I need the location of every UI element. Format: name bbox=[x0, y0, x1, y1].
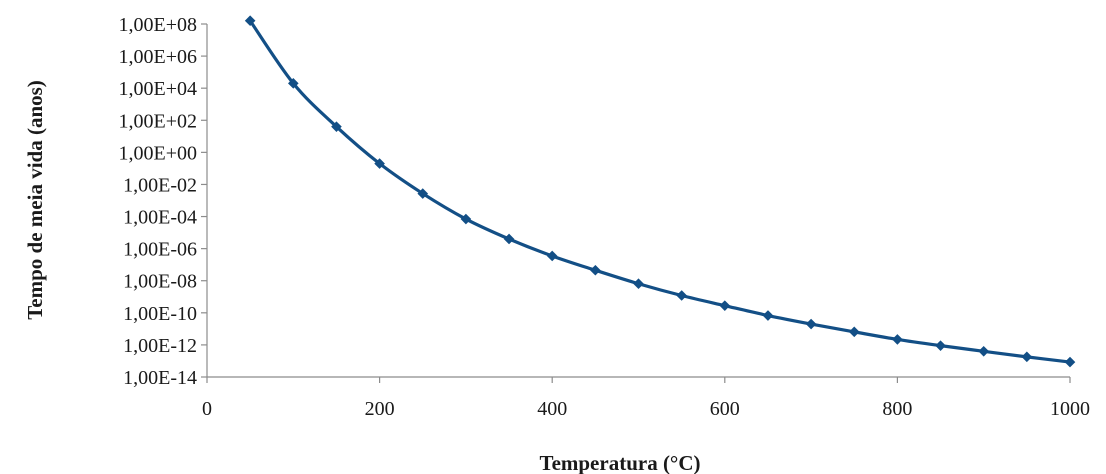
x-tick-label: 200 bbox=[365, 398, 395, 420]
y-tick-label: 1,00E+06 bbox=[119, 46, 198, 68]
y-tick-label: 1,00E+02 bbox=[119, 110, 198, 132]
x-tick-label: 600 bbox=[710, 398, 740, 420]
data-point-marker bbox=[762, 310, 774, 321]
data-point-marker bbox=[374, 158, 385, 169]
data-point-marker bbox=[546, 250, 558, 262]
data-point-marker bbox=[892, 334, 903, 345]
data-point-marker bbox=[719, 300, 731, 311]
y-axis-ticks: 1,00E+08 1,00E+06 1,00E+04 1,00E+02 1,00E+00… bbox=[119, 14, 207, 389]
data-point-marker bbox=[805, 318, 817, 330]
x-tick-label: 1000 bbox=[1050, 398, 1090, 420]
data-point-marker bbox=[978, 345, 990, 357]
y-tick-label: 1,00E-06 bbox=[123, 239, 197, 261]
data-point-marker bbox=[460, 213, 472, 225]
data-point-marker bbox=[503, 233, 515, 245]
y-tick-label: 1,00E+00 bbox=[119, 142, 198, 164]
data-point-marker bbox=[417, 188, 429, 199]
data-point-marker bbox=[935, 340, 946, 351]
data-point-marker bbox=[1021, 351, 1033, 363]
data-point-marker bbox=[633, 278, 644, 290]
x-axis-ticks: 0 200 400 600 800 1000 bbox=[202, 377, 1090, 420]
x-tick-label: 800 bbox=[882, 398, 912, 420]
y-tick-label: 1,00E-10 bbox=[123, 303, 197, 325]
y-tick-label: 1,00E-14 bbox=[123, 367, 197, 389]
y-tick-label: 1,00E+08 bbox=[119, 14, 198, 36]
y-tick-label: 1,00E-12 bbox=[123, 335, 197, 357]
y-axis-title: Tempo de meia vida (anos) bbox=[23, 80, 47, 320]
y-tick-label: 1,00E-04 bbox=[123, 207, 197, 229]
x-tick-label: 0 bbox=[202, 398, 212, 420]
data-point-marker bbox=[287, 78, 299, 89]
y-tick-label: 1,00E+04 bbox=[119, 78, 198, 100]
x-axis-title: Temperatura (°C) bbox=[539, 451, 700, 474]
data-point-marker bbox=[590, 264, 601, 276]
data-point-marker bbox=[244, 15, 256, 27]
y-tick-label: 1,00E-02 bbox=[123, 174, 197, 196]
data-point-marker bbox=[848, 326, 860, 338]
data-point-marker bbox=[331, 121, 342, 132]
series-layer bbox=[244, 15, 1076, 368]
x-tick-label: 400 bbox=[537, 398, 567, 420]
series-line bbox=[248, 19, 1071, 364]
data-point-marker bbox=[1064, 356, 1076, 368]
axes bbox=[206, 24, 1070, 378]
data-point-marker bbox=[676, 290, 687, 301]
y-tick-label: 1,00E-08 bbox=[123, 271, 197, 293]
